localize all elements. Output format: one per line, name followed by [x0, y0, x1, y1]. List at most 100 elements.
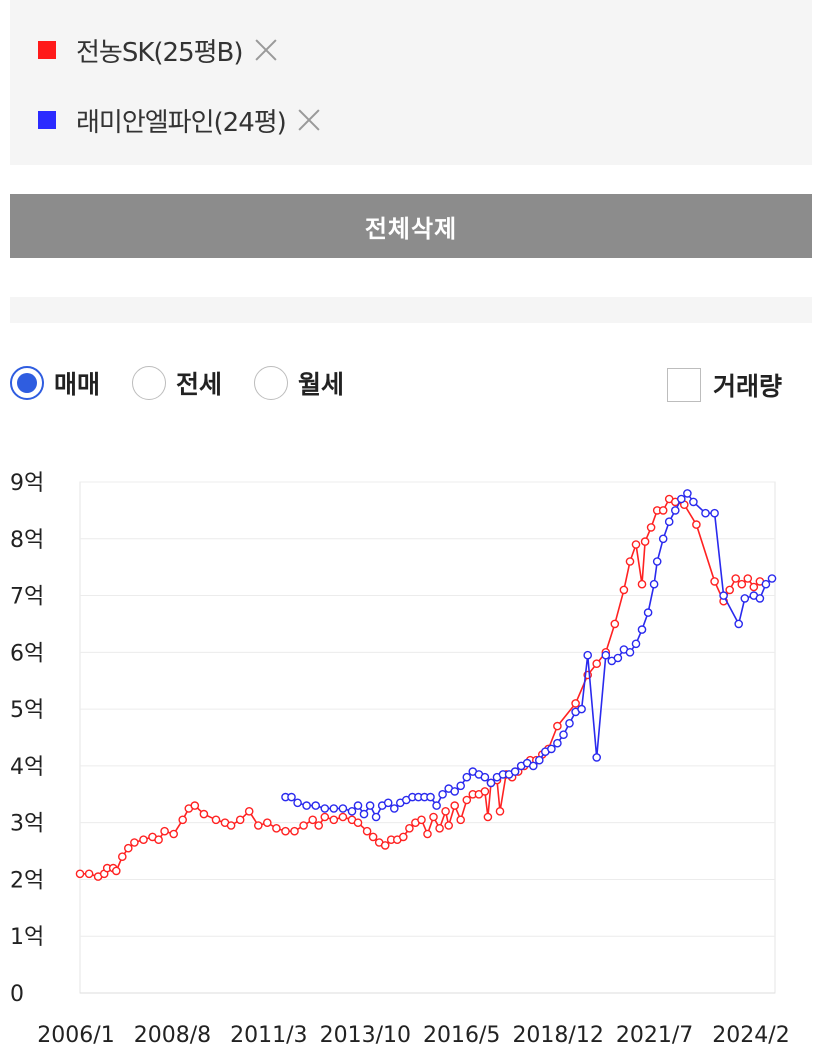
series-2-point	[510, 767, 520, 776]
y-tick-label: 5억	[10, 698, 44, 723]
series-1-point	[235, 815, 245, 825]
series-2-point	[701, 508, 710, 518]
radio-selected-icon[interactable]	[10, 366, 44, 400]
series-2-point	[302, 801, 311, 810]
series-1-point	[299, 821, 308, 830]
series-1-point	[290, 826, 299, 836]
series-2-point	[689, 497, 698, 507]
series-2-point	[371, 812, 381, 822]
series-2-point	[565, 718, 574, 728]
series-2-point	[613, 653, 623, 663]
series-1-point	[398, 832, 408, 842]
series-1-point	[75, 869, 85, 879]
series-1-point	[495, 806, 505, 816]
series-2-point	[438, 789, 447, 799]
series-2-point	[383, 798, 393, 808]
series-1-point	[444, 821, 454, 830]
radio-unselected-icon[interactable]	[132, 366, 166, 400]
series-2-point	[320, 804, 330, 813]
close-icon[interactable]	[294, 105, 324, 135]
series-1-point	[658, 506, 668, 515]
series-2-point	[426, 792, 435, 802]
series-1-point	[262, 818, 272, 828]
series-1-point	[244, 806, 254, 816]
compare-item-1: 전농SK(25평B)	[38, 30, 281, 70]
series-2-point	[432, 801, 441, 810]
series-2-point	[649, 579, 659, 589]
series-2-point	[535, 755, 544, 765]
delete-all-button[interactable]: 전체삭제	[10, 194, 812, 258]
series-1-point	[483, 812, 493, 822]
series-1-point	[731, 574, 741, 583]
series-1-point	[169, 829, 178, 839]
series-1-point	[118, 852, 127, 862]
series-2-point	[547, 744, 556, 754]
series-2-point	[456, 781, 466, 791]
radio-jeonse-label: 전세	[176, 370, 223, 399]
series-2-point	[359, 809, 369, 819]
x-tick-label: 2016/5	[423, 1023, 500, 1048]
y-tick-label: 4억	[10, 755, 44, 780]
series-1-point	[211, 815, 221, 825]
series-1-point	[749, 582, 759, 592]
x-tick-label: 2018/12	[512, 1023, 603, 1048]
compare-item-2-label: 래미안엘파인(24평)	[76, 107, 287, 138]
series-1-point	[553, 721, 562, 731]
series-2-point	[450, 787, 460, 796]
radio-sale[interactable]: 매매	[10, 363, 100, 403]
radio-unselected-icon[interactable]	[254, 366, 288, 400]
x-tick-label: 2008/8	[134, 1023, 211, 1048]
series-2-point	[529, 761, 538, 771]
series-2-point	[287, 792, 296, 802]
series-1-point	[462, 795, 472, 805]
series-1-point	[450, 801, 460, 810]
series-1-point	[329, 815, 339, 825]
volume-label: 거래량	[713, 372, 783, 401]
series-2-point	[486, 778, 496, 788]
series-1-color-swatch	[38, 41, 56, 59]
series-2-point	[365, 801, 375, 810]
x-tick-label: 2013/10	[320, 1023, 411, 1048]
series-1-point	[154, 835, 163, 845]
series-1-point	[124, 843, 133, 853]
series-1-point	[84, 869, 94, 879]
series-1-point	[160, 826, 169, 836]
series-1-point	[178, 815, 187, 825]
x-tick-label: 2006/1	[37, 1023, 114, 1048]
series-2-point	[553, 738, 562, 748]
series-2-point	[677, 494, 686, 504]
series-1-point	[625, 557, 635, 566]
series-2-point	[583, 650, 593, 660]
close-icon[interactable]	[251, 35, 281, 65]
radio-monthly-rent[interactable]: 월세	[254, 363, 344, 403]
radio-jeonse[interactable]: 전세	[132, 363, 222, 403]
series-2-point	[347, 806, 357, 816]
series-1-point	[592, 659, 602, 668]
series-1-point	[637, 579, 647, 589]
series-2-point	[462, 772, 472, 782]
series-1-point	[130, 838, 139, 847]
volume-checkbox[interactable]	[667, 368, 701, 402]
x-tick-label: 2011/3	[230, 1023, 307, 1048]
series-1-point	[338, 812, 348, 822]
series-2-point	[710, 508, 719, 518]
series-1-point	[314, 821, 324, 830]
series-2-point	[592, 753, 602, 762]
series-1-point	[423, 829, 432, 839]
series-2-point	[480, 772, 490, 782]
compare-item-1-label: 전농SK(25평B)	[76, 37, 244, 68]
series-1-point	[435, 823, 444, 833]
volume-toggle[interactable]: 거래량	[667, 366, 782, 404]
series-1-point	[725, 585, 735, 595]
series-1-point	[320, 812, 330, 822]
series-2-point	[338, 804, 348, 813]
series-1-point	[362, 826, 372, 836]
series-2-point	[311, 801, 321, 810]
series-2-point	[658, 534, 668, 544]
series-1-point	[441, 806, 450, 816]
series-2-point	[671, 506, 680, 515]
x-tick-label: 2024/2	[712, 1023, 789, 1048]
series-1-point	[640, 537, 650, 546]
y-tick-label: 3억	[10, 812, 44, 837]
plot-area	[79, 481, 776, 994]
